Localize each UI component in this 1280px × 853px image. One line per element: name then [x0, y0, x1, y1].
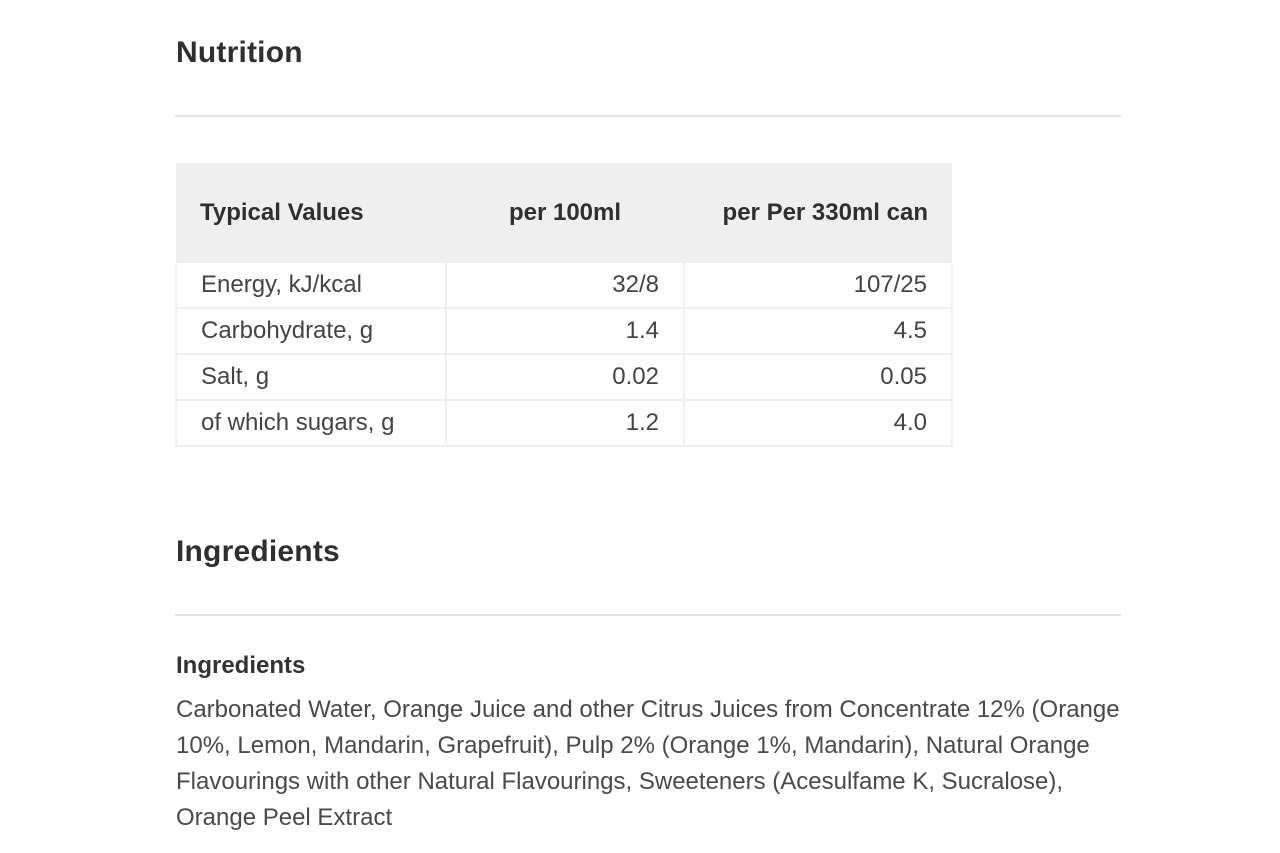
table-row: Salt, g 0.02 0.05: [175, 353, 953, 401]
column-header-per-100ml: per 100ml: [446, 163, 684, 263]
ingredients-divider: [175, 614, 1121, 616]
nutrient-label: Salt, g: [175, 353, 447, 401]
nutrition-table: Typical Values per 100ml per Per 330ml c…: [175, 163, 953, 447]
table-row: Energy, kJ/kcal 32/8 107/25: [175, 263, 953, 309]
ingredients-heading: Ingredients: [176, 535, 340, 568]
value-per-100ml: 1.4: [445, 307, 685, 355]
nutrition-divider: [175, 115, 1121, 117]
ingredients-subheading: Ingredients: [176, 652, 306, 679]
nutrient-label: Energy, kJ/kcal: [175, 263, 447, 309]
value-per-can: 0.05: [683, 353, 953, 401]
table-row: of which sugars, g 1.2 4.0: [175, 399, 953, 447]
nutrient-label: of which sugars, g: [175, 399, 447, 447]
ingredients-text: Carbonated Water, Orange Juice and other…: [176, 696, 1120, 831]
value-per-100ml: 32/8: [445, 263, 685, 309]
column-header-typical-values: Typical Values: [176, 163, 446, 263]
column-header-per-can: per Per 330ml can: [684, 163, 952, 263]
value-per-100ml: 1.2: [445, 399, 685, 447]
value-per-can: 107/25: [683, 263, 953, 309]
nutrition-table-header-row: Typical Values per 100ml per Per 330ml c…: [176, 163, 952, 263]
value-per-100ml: 0.02: [445, 353, 685, 401]
value-per-can: 4.0: [683, 399, 953, 447]
nutrition-heading: Nutrition: [176, 36, 303, 69]
value-per-can: 4.5: [683, 307, 953, 355]
table-row: Carbohydrate, g 1.4 4.5: [175, 307, 953, 355]
nutrient-label: Carbohydrate, g: [175, 307, 447, 355]
